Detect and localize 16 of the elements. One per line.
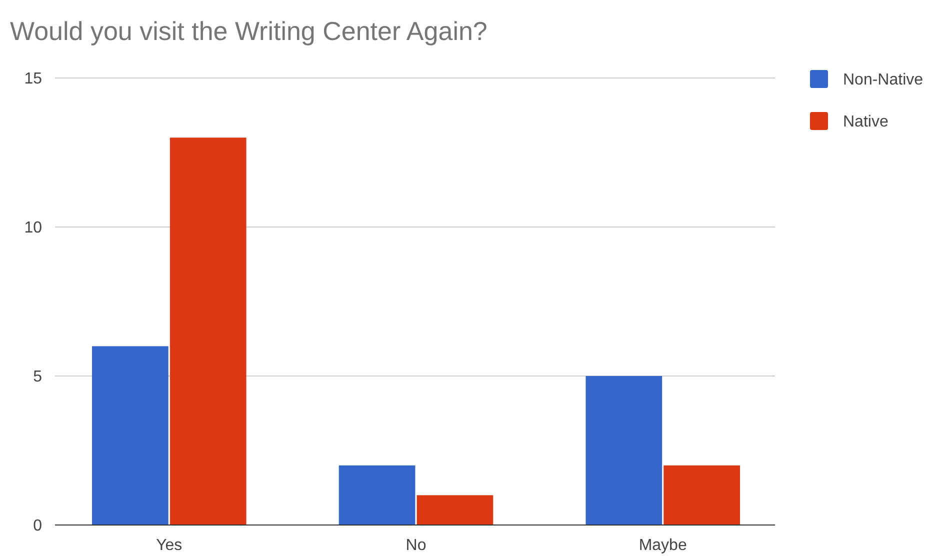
legend-label: Non-Native — [843, 72, 924, 89]
x-tick-label: No — [406, 537, 426, 554]
bar — [92, 346, 168, 525]
bar — [416, 495, 494, 525]
x-tick-label: Yes — [156, 537, 182, 554]
chart-title: Would you visit the Writing Center Again? — [10, 16, 488, 46]
y-tick-label: 0 — [33, 518, 42, 535]
y-tick-label: 5 — [33, 368, 42, 386]
bar — [338, 465, 416, 525]
legend-label: Native — [843, 114, 888, 131]
y-tick-label: 10 — [24, 220, 42, 237]
y-tick-label: 15 — [24, 70, 42, 88]
bar — [170, 138, 246, 525]
bar — [586, 376, 662, 525]
bar — [664, 465, 740, 525]
x-tick-label: Maybe — [638, 537, 687, 554]
